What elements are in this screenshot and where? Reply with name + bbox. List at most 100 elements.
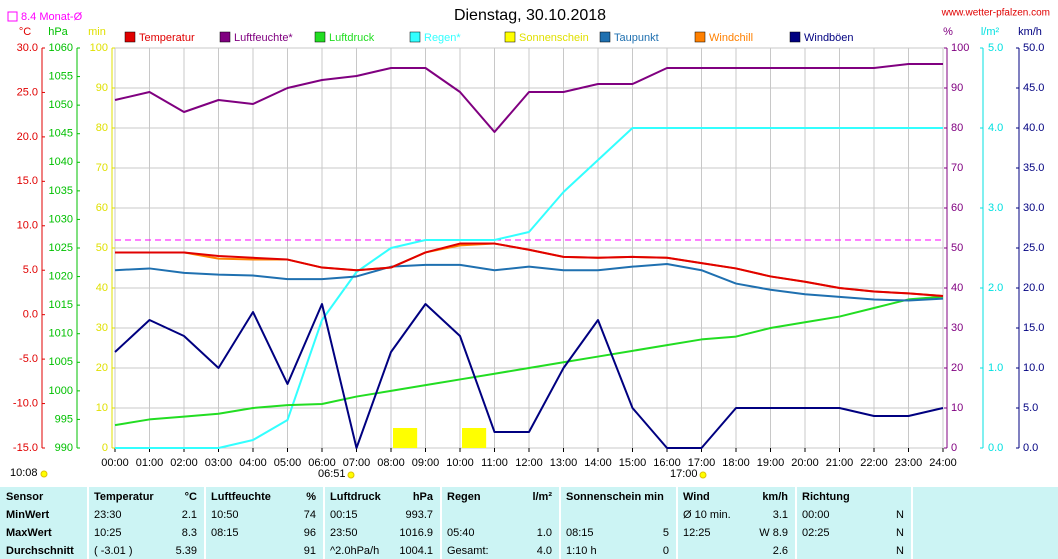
x-tick-label: 02:00 bbox=[170, 457, 198, 469]
table-header: Sonnenschein min bbox=[566, 491, 664, 503]
axis-title: l/m² bbox=[981, 26, 1000, 38]
y-tick-label: 5.0 bbox=[988, 42, 1003, 54]
y-tick-label: 0.0 bbox=[23, 309, 38, 321]
y-tick-label: 0 bbox=[951, 442, 957, 454]
axis-title: % bbox=[943, 26, 953, 38]
y-tick-label: 90 bbox=[96, 82, 108, 94]
table-header: km/h bbox=[762, 491, 788, 503]
table-cell: 5.39 bbox=[176, 545, 197, 557]
table-cell: 74 bbox=[304, 509, 316, 521]
table-header: Regen bbox=[447, 491, 481, 503]
series-line bbox=[115, 242, 944, 297]
y-tick-label: -5.0 bbox=[19, 353, 38, 365]
table-cell: N bbox=[896, 509, 904, 521]
table-cell: 10:25 bbox=[94, 527, 122, 539]
x-tick-label: 06:00 bbox=[308, 457, 336, 469]
y-tick-label: 45.0 bbox=[1023, 82, 1044, 94]
table-cell: N bbox=[896, 527, 904, 539]
source: www.wetter-pfalzen.com bbox=[941, 8, 1050, 19]
table-cell: 8.3 bbox=[182, 527, 197, 539]
legend-swatch bbox=[789, 31, 801, 43]
y-tick-label: 40 bbox=[951, 282, 963, 294]
legend-label: Luftdruck bbox=[329, 32, 375, 44]
update-time: 10:08 bbox=[10, 467, 38, 479]
table-cell: 08:15 bbox=[566, 527, 594, 539]
table-cell: MaxWert bbox=[6, 527, 52, 539]
y-tick-label: 25.0 bbox=[17, 86, 38, 98]
table-cell: 08:15 bbox=[211, 527, 239, 539]
y-tick-label: 1055 bbox=[49, 70, 73, 82]
y-tick-label: 20.0 bbox=[1023, 282, 1044, 294]
table-cell: 23:30 bbox=[94, 509, 122, 521]
table-cell: 12:25 bbox=[683, 527, 711, 539]
legend-swatch bbox=[409, 31, 421, 43]
axis-title: min bbox=[88, 26, 106, 38]
series-line bbox=[115, 127, 943, 449]
sunset: 17:00 bbox=[670, 468, 698, 480]
y-tick-label: 1025 bbox=[49, 242, 73, 254]
y-tick-label: 1000 bbox=[49, 385, 73, 397]
y-tick-label: 80 bbox=[96, 122, 108, 134]
x-tick-label: 23:00 bbox=[895, 457, 923, 469]
sunshine-bar bbox=[393, 428, 418, 448]
y-tick-label: 1050 bbox=[49, 99, 73, 111]
y-tick-label: 100 bbox=[90, 42, 108, 54]
y-tick-label: 70 bbox=[951, 162, 963, 174]
reference-legend-box bbox=[7, 11, 18, 22]
y-tick-label: 1.0 bbox=[988, 362, 1003, 374]
y-tick-label: 2.0 bbox=[988, 282, 1003, 294]
sunshine-bar bbox=[462, 428, 487, 448]
x-tick-label: 01:00 bbox=[136, 457, 164, 469]
table-header: Luftdruck bbox=[330, 491, 382, 503]
y-tick-label: 990 bbox=[55, 442, 73, 454]
table-cell: 0 bbox=[663, 545, 669, 557]
y-tick-label: 0 bbox=[102, 442, 108, 454]
y-tick-label: 30 bbox=[96, 322, 108, 334]
table-header: l/m² bbox=[532, 491, 552, 503]
y-tick-label: -10.0 bbox=[13, 397, 38, 409]
x-tick-label: 21:00 bbox=[826, 457, 854, 469]
x-tick-label: 11:00 bbox=[481, 457, 508, 469]
y-tick-label: 10 bbox=[96, 402, 108, 414]
y-tick-label: 20 bbox=[951, 362, 963, 374]
y-tick-label: 1045 bbox=[49, 128, 73, 140]
legend-label: Temperatur bbox=[139, 32, 195, 44]
x-tick-label: 05:00 bbox=[274, 457, 302, 469]
y-tick-label: 15.0 bbox=[17, 175, 38, 187]
sunrise: 06:51 bbox=[318, 468, 346, 480]
series-line bbox=[114, 263, 944, 302]
table-header: °C bbox=[185, 491, 197, 503]
legend-swatch bbox=[504, 31, 516, 43]
reference-legend: 8.4 Monat-Ø bbox=[21, 11, 83, 23]
legend-label: Windböen bbox=[804, 32, 854, 44]
y-tick-label: 0.0 bbox=[988, 442, 1003, 454]
table-cell: 4.0 bbox=[537, 545, 552, 557]
table-cell: 00:15 bbox=[330, 509, 358, 521]
table-cell: 993.7 bbox=[405, 509, 433, 521]
x-tick-label: 17:00 bbox=[688, 457, 716, 469]
y-tick-label: 90 bbox=[951, 82, 963, 94]
table-cell: 1.0 bbox=[537, 527, 552, 539]
y-tick-label: 80 bbox=[951, 122, 963, 134]
sun-icon bbox=[40, 470, 48, 478]
y-tick-label: 1005 bbox=[49, 356, 73, 368]
table-cell: Durchschnitt bbox=[6, 545, 74, 557]
y-tick-label: 50.0 bbox=[1023, 42, 1044, 54]
table-header: Temperatur bbox=[94, 491, 154, 503]
table-cell: 1004.1 bbox=[399, 545, 433, 557]
legend-label: Regen* bbox=[424, 32, 461, 44]
y-tick-label: 100 bbox=[951, 42, 969, 54]
y-tick-label: 20.0 bbox=[17, 131, 38, 143]
y-tick-label: 3.0 bbox=[988, 202, 1003, 214]
legend-swatch bbox=[599, 31, 611, 43]
table-header: hPa bbox=[413, 491, 434, 503]
x-tick-label: 03:00 bbox=[205, 457, 233, 469]
sun-icon bbox=[347, 471, 355, 479]
legend-swatch bbox=[694, 31, 706, 43]
table-cell: Ø 10 min. bbox=[683, 509, 731, 521]
x-tick-label: 24:00 bbox=[929, 457, 957, 469]
y-tick-label: 1020 bbox=[49, 270, 73, 282]
table-cell: 96 bbox=[304, 527, 316, 539]
chart-title: Dienstag, 30.10.2018 bbox=[454, 7, 606, 24]
